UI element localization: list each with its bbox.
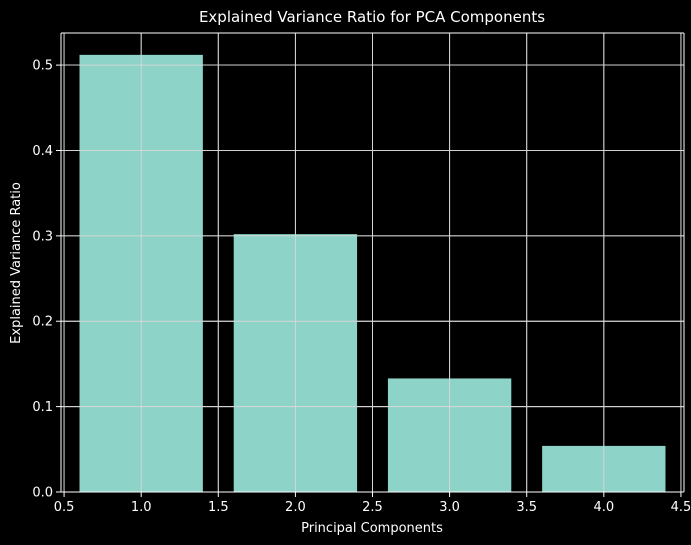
chart-title: Explained Variance Ratio for PCA Compone…: [199, 8, 545, 26]
x-tick-label: 2.0: [285, 500, 306, 515]
x-tick-label: 4.5: [671, 500, 691, 515]
x-tick-label: 1.0: [131, 500, 152, 515]
x-tick-label: 1.5: [208, 500, 229, 515]
y-tick-label: 0.3: [32, 229, 53, 244]
axes: [60, 32, 685, 493]
y-tick-label: 0.4: [32, 144, 53, 159]
x-tick-label: 4.0: [593, 500, 614, 515]
y-tick-label: 0.2: [32, 315, 53, 330]
y-axis-label: Explained Variance Ratio: [9, 182, 24, 344]
y-tick-label: 0.5: [32, 59, 53, 74]
ticks: 0.5 1.0 1.5 2.0 2.5 3.0 3.5 4.0 4.5 0.0 0.1 0.2 0.3 0…: [32, 59, 691, 515]
y-tick-label: 0.0: [32, 486, 53, 501]
x-axis-label: Principal Components: [301, 521, 443, 536]
y-tick-label: 0.1: [32, 400, 53, 415]
x-tick-label: 3.5: [516, 500, 537, 515]
x-tick-label: 0.5: [54, 500, 75, 515]
x-tick-label: 2.5: [362, 500, 383, 515]
x-tick-label: 3.0: [439, 500, 460, 515]
